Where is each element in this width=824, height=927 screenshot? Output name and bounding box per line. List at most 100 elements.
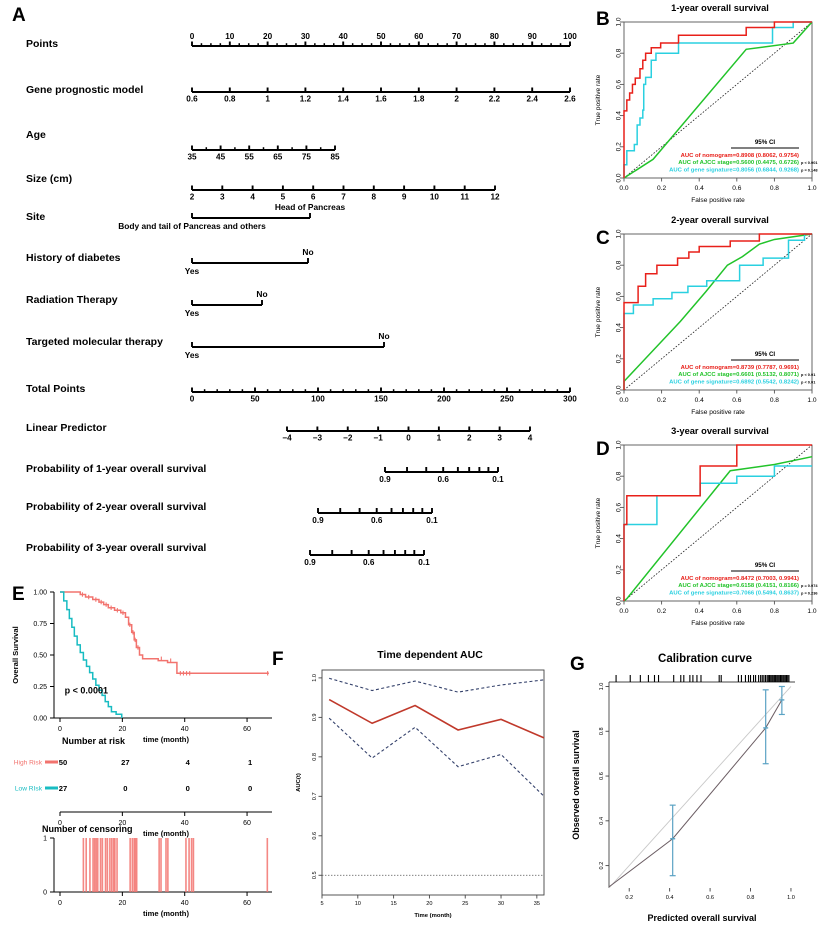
roc-legend-entry: AUC of AJCC stage=0.6158 (0.4151, 0.8166… [678, 583, 799, 589]
points-tick: 30 [301, 32, 311, 41]
panel-letter-a: A [12, 5, 26, 26]
roc-ytick: 0.4 [615, 111, 622, 120]
roc-ytick: 0.6 [615, 79, 622, 88]
size-tick: 7 [341, 193, 346, 202]
calibration-ytick: 0.2 [599, 862, 605, 870]
risk-xtick: 0 [58, 820, 62, 827]
roc-legend-entry: AUC of AJCC stage=0.5600 (0.4475, 0.6726… [678, 160, 799, 166]
gene-tick: 2.6 [564, 95, 576, 104]
roc-ytick: 0.6 [615, 291, 622, 300]
time-auc-series-AUC-t- [328, 698, 545, 739]
risk-group-label: Low RIsk [15, 786, 43, 793]
panel-b-roc-1year: 1-year overall survival 0.0 0.2 0.4 0.6 0.8 1… [590, 0, 824, 222]
size-tick: 5 [281, 193, 286, 202]
roc-xlabel: False positive rate [691, 620, 745, 627]
total-points-tick: 150 [374, 395, 388, 404]
roc-legend-entry: AUC of gene signature=0.7066 (0.5494, 0.… [669, 590, 799, 596]
gene-tick: 1 [265, 95, 270, 104]
linear-predictor-tick: −2 [343, 434, 353, 443]
size-tick: 11 [460, 193, 469, 202]
roc-title-2year: 2-year overall survival [671, 215, 769, 225]
calibration-xlabel: Predicted overall survival [647, 913, 756, 923]
linear-predictor-tick: −1 [373, 434, 383, 443]
linear-predictor-tick: 0 [406, 434, 411, 443]
roc-ci-header: 95% CI [755, 351, 776, 358]
time-auc-ytick: 0.8 [312, 753, 318, 761]
roc-ytick: 1.0 [615, 440, 622, 449]
size-tick: 10 [430, 193, 440, 202]
prob-2yr-tick: 0.9 [312, 516, 324, 525]
roc-ytick: 0.4 [615, 534, 622, 543]
roc-xtick: 0.4 [695, 185, 704, 192]
risk-xtick: 60 [243, 820, 251, 827]
km-curve-High-Risk [60, 591, 269, 675]
roc-ytick: 0.8 [615, 260, 622, 269]
roc-legend-entry: AUC of gene signature=0.6892 (0.5542, 0.… [669, 379, 799, 385]
calibration-xtick: 1.0 [787, 895, 795, 901]
size-tick: 9 [402, 193, 407, 202]
roc-plot-2year: 2-year overall survival 0.0 0.2 0.4 0.6 0.8 1… [595, 215, 817, 416]
linear-predictor-tick: 4 [528, 434, 533, 443]
diabetes-option-no: No [302, 247, 313, 257]
roc-xtick: 1.0 [807, 608, 816, 615]
nomogram-row-label-prob-3yr: Probability of 3-year overall survival [26, 542, 207, 554]
radiation-option-no: No [256, 289, 267, 299]
size-tick: 8 [372, 193, 377, 202]
time-auc-series-lower-CI [328, 717, 545, 797]
points-tick: 100 [563, 32, 577, 41]
time-auc-plot: Time dependent AUC 5 10 15 20 25 30 35 0.5 0.6 0.… [296, 649, 545, 919]
gene-tick: 2.4 [527, 95, 539, 104]
prob-1yr-tick: 0.6 [437, 475, 449, 484]
roc-xtick: 0.6 [732, 608, 741, 615]
censor-xtick: 20 [118, 900, 126, 907]
prob-3yr-tick: 0.1 [418, 558, 430, 567]
roc-xtick: 0.2 [657, 608, 666, 615]
roc-xtick: 1.0 [807, 185, 816, 192]
roc-ci-header: 95% CI [755, 562, 776, 569]
time-auc-frame [321, 669, 545, 896]
censor-xtick: 40 [181, 900, 189, 907]
time-auc-xtick: 20 [426, 901, 432, 907]
roc-ytick: 0.4 [615, 323, 622, 332]
roc-legend-entry: AUC of nomogram=0.8739 (0.7787, 0.9691) [681, 365, 799, 371]
roc-ytick: 0.2 [615, 354, 622, 363]
risk-count: 0 [248, 784, 252, 793]
time-auc-ylabel: AUC(t) [296, 773, 302, 792]
roc-legend-entry: AUC of AJCC stage=0.6601 (0.5132, 0.8071… [678, 372, 799, 378]
roc-curve-gene-signature [623, 21, 812, 178]
time-auc-xtick: 10 [355, 901, 361, 907]
time-auc-ytick: 0.9 [312, 713, 318, 721]
roc-xtick: 0.6 [732, 185, 741, 192]
panel-letter-d: D [596, 439, 610, 460]
nomogram-row-label-prob-1yr: Probability of 1-year overall survival [26, 463, 207, 475]
roc-plot-frame [623, 444, 813, 602]
roc-xtick: 0.4 [695, 608, 704, 615]
censor-ytick: 1 [43, 836, 47, 843]
roc-title-1year: 1-year overall survival [671, 3, 769, 13]
censor-xtick: 0 [58, 900, 62, 907]
total-points-tick: 50 [250, 395, 260, 404]
calibration-xtick: 0.6 [706, 895, 714, 901]
total-points-tick: 0 [190, 395, 195, 404]
risk-group-label: High Risk [14, 760, 43, 767]
roc-xtick: 1.0 [807, 397, 816, 404]
roc-xtick: 0.2 [657, 185, 666, 192]
risk-xtick: 40 [181, 820, 189, 827]
roc-legend-pvalue: p = 0.074 [801, 583, 818, 588]
time-auc-ytick: 0.5 [312, 871, 318, 879]
km-xtick: 0 [58, 726, 62, 733]
points-tick: 80 [490, 32, 500, 41]
nomogram-row-label-gene: Gene prognostic model [26, 84, 144, 96]
roc-xtick: 0.0 [619, 397, 628, 404]
roc-legend-entry: AUC of gene signature=0.8056 (0.6844, 0.… [669, 167, 799, 173]
roc-legend-entry: AUC of nomogram=0.8472 (0.7003, 0.9941) [681, 576, 799, 582]
gene-tick: 1.4 [338, 95, 350, 104]
panel-letter-g: G [570, 654, 585, 675]
gene-tick: 1.2 [300, 95, 312, 104]
calibration-plot: Calibration curve 0.2 0.4 0.6 0.8 1.0 0.2 0.4 0… [571, 653, 795, 923]
panel-letter-b: B [596, 9, 610, 30]
total-points-tick: 250 [500, 395, 514, 404]
gene-tick: 2.2 [489, 95, 501, 104]
risk-count: 0 [123, 784, 127, 793]
panel-a-nomogram: Points Gene prognostic model Age Size (c… [0, 0, 590, 580]
